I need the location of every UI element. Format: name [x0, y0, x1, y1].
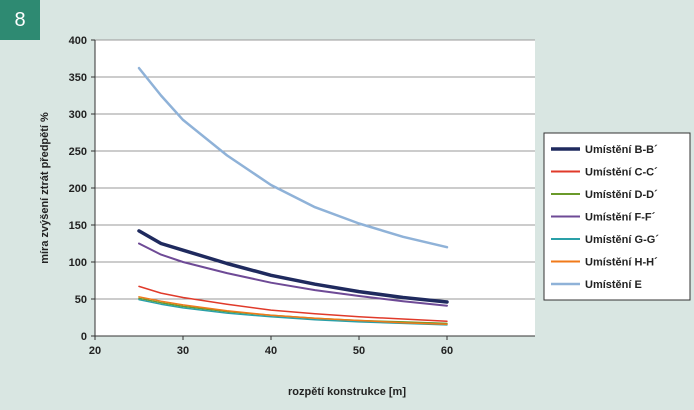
- x-tick-label: 30: [177, 345, 189, 357]
- x-tick-label: 20: [89, 345, 101, 357]
- y-axis-label: míra zvýšení ztrát předpětí %: [39, 112, 51, 264]
- y-tick-label: 400: [69, 35, 87, 47]
- y-tick-label: 350: [69, 72, 87, 84]
- x-tick-label: 60: [441, 345, 453, 357]
- series-line-5: [138, 298, 448, 326]
- series-line-6: [138, 296, 448, 325]
- x-axis-label: rozpětí konstrukce [m]: [288, 386, 406, 398]
- x-tick-label: 40: [265, 345, 277, 357]
- legend-item-label: Umístění C-C´: [585, 167, 658, 179]
- legend-item-label: Umístění B-B´: [585, 144, 658, 156]
- series-line-4: [138, 242, 448, 307]
- legend-item-label: Umístění D-D´: [585, 189, 658, 201]
- legend-item-label: Umístění H-H´: [585, 257, 658, 269]
- series-line-7: [137, 66, 449, 249]
- legend-item-label: Umístění E: [585, 279, 642, 291]
- figure-number-badge: 8: [0, 0, 40, 40]
- y-tick-label: 150: [69, 220, 87, 232]
- x-tick-label: 50: [353, 345, 365, 357]
- y-tick-label: 100: [69, 257, 87, 269]
- series-line-2: [138, 285, 448, 322]
- y-tick-label: 50: [75, 294, 87, 306]
- legend-item-label: Umístění G-G´: [585, 234, 659, 246]
- legend-item-label: Umístění F-F´: [585, 212, 656, 224]
- y-tick-label: 250: [69, 146, 87, 158]
- y-tick-label: 300: [69, 109, 87, 121]
- series-line-1: [137, 229, 449, 304]
- y-tick-label: 0: [81, 331, 87, 343]
- y-tick-label: 200: [69, 183, 87, 195]
